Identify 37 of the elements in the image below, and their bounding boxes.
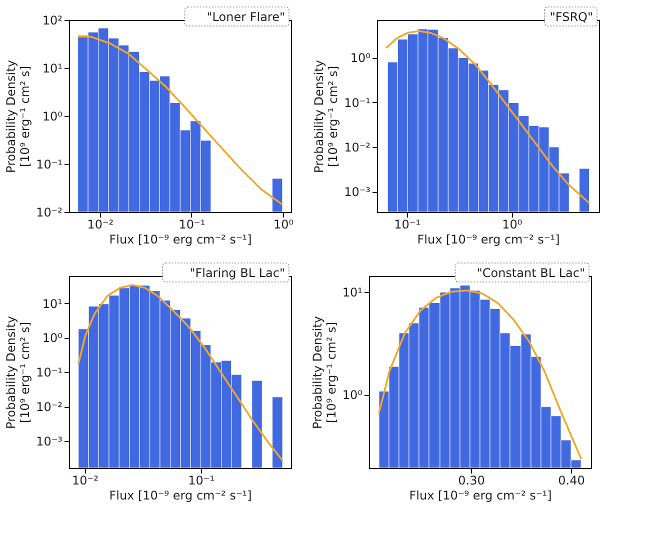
annotation: "Flaring BL Lac" — [190, 266, 285, 280]
x-tick-label: 10⁰ — [502, 218, 522, 232]
y-axis-title: Probability Density [10⁹ erg⁻¹ cm² s] — [310, 316, 338, 429]
y-tick-label: 10⁻¹ — [36, 158, 63, 172]
y-tick-label: 10⁰ — [350, 51, 371, 66]
y-tick-label: 10² — [42, 14, 63, 28]
y-tick-label: 10¹ — [42, 62, 63, 76]
x-axis-title: Flux [10⁻⁹ erg cm⁻² s⁻¹] — [417, 232, 560, 246]
x-tick-label: 10⁻¹ — [188, 474, 215, 488]
y-tick-label: 10⁻³ — [36, 434, 63, 448]
y-tick-label: 10⁰ — [42, 331, 63, 346]
y-tick-label: 10⁰ — [42, 110, 63, 124]
y-tick-label: 10⁻² — [36, 206, 63, 220]
y-tick-label: 10¹ — [342, 286, 363, 300]
x-tick-label: 10⁻¹ — [394, 218, 421, 232]
y-axis-title: Probability Density [10⁹ erg⁻¹ cm² s] — [4, 316, 32, 429]
annotation: "Loner Flare" — [206, 10, 285, 24]
y-tick-label: 10⁰ — [342, 388, 363, 402]
y-tick-label: 10¹ — [42, 296, 63, 311]
x-axis-title: Flux [10⁻⁹ erg cm⁻² s⁻¹] — [109, 232, 252, 246]
x-axis-title: Flux [10⁻⁹ erg cm⁻² s⁻¹] — [409, 488, 552, 502]
annotation: "FSRQ" — [550, 10, 593, 24]
x-tick-label: 10⁰ — [274, 218, 294, 232]
x-tick-label: 10⁻¹ — [178, 218, 206, 232]
y-axis-title: Probability Density [10⁹ erg⁻¹ cm² s] — [312, 60, 340, 173]
y-tick-label: 10⁻¹ — [344, 96, 371, 110]
x-axis-title: Flux [10⁻⁹ erg cm⁻² s⁻¹] — [109, 488, 252, 502]
y-tick-label: 10⁻² — [344, 140, 371, 155]
x-tick-label: 0.30 — [458, 474, 485, 488]
annotation: "Constant BL Lac" — [476, 266, 585, 280]
y-tick-label: 10⁻² — [36, 400, 63, 414]
y-tick-label: 10⁻³ — [344, 185, 371, 200]
y-tick-label: 10⁻¹ — [36, 366, 63, 380]
x-tick-label: 10⁻² — [72, 474, 99, 488]
x-tick-label: 10⁻² — [87, 218, 114, 232]
y-axis-title: Probability Density [10⁹ erg⁻¹ cm² s] — [4, 60, 32, 173]
x-tick-label: 0.40 — [558, 474, 585, 488]
